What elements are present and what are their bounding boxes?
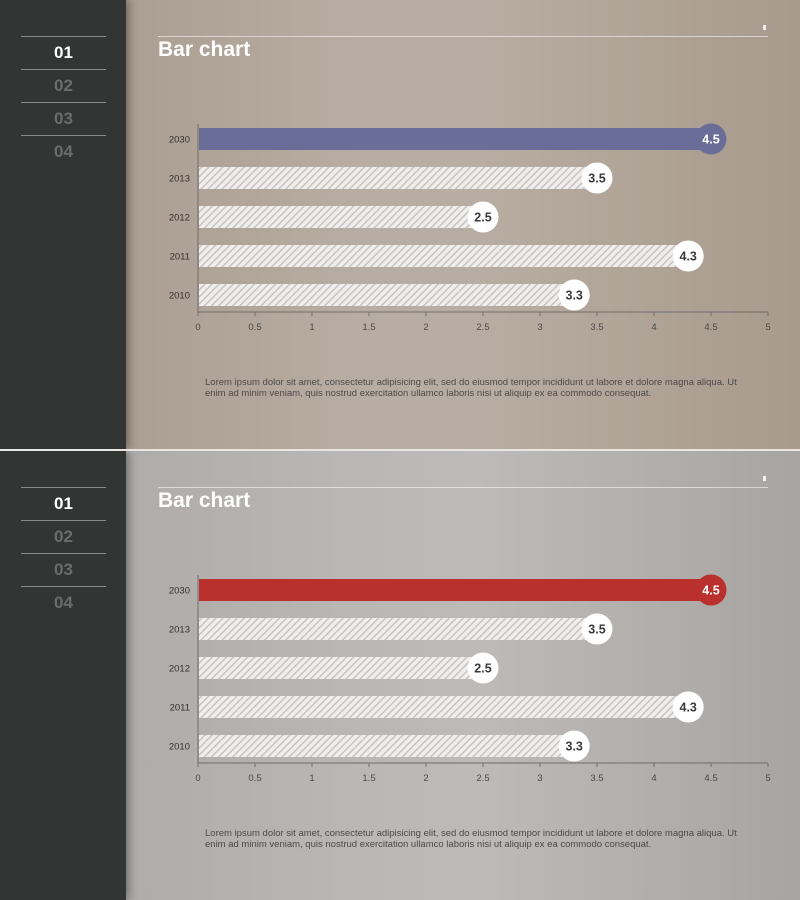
nav-item-04[interactable]: 04 <box>21 586 106 619</box>
category-label: 2030 <box>169 135 190 146</box>
data-label: 4.3 <box>680 701 697 715</box>
slide-divider <box>0 449 800 451</box>
nav-item-01[interactable]: 01 <box>21 36 106 69</box>
data-label: 2.5 <box>474 211 491 225</box>
value-bubble <box>558 730 590 762</box>
x-tick-label: 4.5 <box>704 773 717 784</box>
page-marker <box>763 476 766 481</box>
value-bubble <box>467 201 499 233</box>
x-tick-label: 1 <box>309 773 314 784</box>
category-label: 2010 <box>169 742 190 753</box>
nav-item-03[interactable]: 03 <box>21 553 106 586</box>
data-label: 3.5 <box>588 172 605 186</box>
page-marker <box>763 25 766 30</box>
category-label: 2011 <box>170 252 190 263</box>
nav-item-03[interactable]: 03 <box>21 102 106 135</box>
x-tick-label: 1.5 <box>362 773 375 784</box>
value-bubble <box>467 652 499 684</box>
x-tick-label: 2.5 <box>476 773 489 784</box>
x-tick-label: 0.5 <box>248 773 261 784</box>
category-label: 2012 <box>169 664 190 675</box>
x-tick-label: 2 <box>423 773 428 784</box>
value-bubble <box>695 574 727 606</box>
data-label: 3.3 <box>566 740 583 754</box>
category-label: 2011 <box>170 703 190 714</box>
x-tick-label: 0.5 <box>248 322 261 333</box>
x-tick-label: 5 <box>765 322 770 333</box>
x-tick-label: 0 <box>195 322 200 333</box>
x-tick-label: 4.5 <box>704 322 717 333</box>
chart-title: Bar chart <box>158 38 251 61</box>
nav-item-02[interactable]: 02 <box>21 69 106 102</box>
bar <box>199 696 690 718</box>
bar <box>199 245 690 267</box>
x-tick-label: 1 <box>309 322 314 333</box>
data-label: 4.5 <box>702 133 719 147</box>
bar <box>199 618 598 640</box>
bar-highlight <box>199 579 712 601</box>
x-tick-label: 2 <box>423 322 428 333</box>
x-tick-label: 3.5 <box>590 322 603 333</box>
x-tick-label: 1.5 <box>362 322 375 333</box>
bar <box>199 206 484 228</box>
category-label: 2013 <box>169 174 190 185</box>
bar <box>199 735 576 757</box>
value-bubble <box>695 123 727 155</box>
bar-chart: 0 0.5 1 1.5 2 2.5 3 3.5 4 4.5 5 2030 4.5 2013 3.5 2012 2… <box>169 574 771 784</box>
caption-text: Lorem ipsum dolor sit amet, consectetur … <box>205 377 737 399</box>
header-rule <box>158 487 768 488</box>
bar-chart: 0 0.5 1 1.5 2 2.5 3 3.5 4 4.5 5 2030 4.5 2013 3.5 2012 2… <box>169 123 771 333</box>
x-tick-label: 3.5 <box>590 773 603 784</box>
bar <box>199 167 598 189</box>
value-bubble <box>558 279 590 311</box>
x-tick-label: 4 <box>651 773 656 784</box>
data-label: 3.5 <box>588 623 605 637</box>
caption-text: Lorem ipsum dolor sit amet, consectetur … <box>205 828 737 850</box>
x-tick-label: 5 <box>765 773 770 784</box>
data-label: 4.5 <box>702 584 719 598</box>
slide-nav: 01 02 03 04 <box>21 487 106 619</box>
data-label: 3.3 <box>566 289 583 303</box>
header-rule <box>158 36 768 37</box>
slide-2: 01 02 03 04 Bar chart 0 0.5 1 1.5 2 2.5 3 3.5 4 4… <box>0 451 800 900</box>
value-bubble <box>581 162 613 194</box>
category-label: 2010 <box>169 291 190 302</box>
value-bubble <box>672 240 704 272</box>
nav-item-04[interactable]: 04 <box>21 135 106 168</box>
value-bubble <box>581 613 613 645</box>
data-label: 2.5 <box>474 662 491 676</box>
data-label: 4.3 <box>680 250 697 264</box>
sidebar: 01 02 03 04 <box>0 451 126 900</box>
x-tick-label: 2.5 <box>476 322 489 333</box>
chart-title: Bar chart <box>158 489 251 512</box>
value-bubble <box>672 691 704 723</box>
bar-highlight <box>199 128 712 150</box>
category-label: 2030 <box>169 586 190 597</box>
bar <box>199 657 484 679</box>
sidebar: 01 02 03 04 <box>0 0 126 449</box>
slide-nav: 01 02 03 04 <box>21 36 106 168</box>
x-tick-label: 4 <box>651 322 656 333</box>
x-tick-label: 3 <box>537 773 542 784</box>
x-tick-label: 3 <box>537 322 542 333</box>
category-label: 2013 <box>169 625 190 636</box>
slide-1: 01 02 03 04 Bar chart 0 0.5 1 1.5 2 2.5 3 3.5 4 4… <box>0 0 800 449</box>
bar <box>199 284 576 306</box>
category-label: 2012 <box>169 213 190 224</box>
nav-item-02[interactable]: 02 <box>21 520 106 553</box>
x-tick-label: 0 <box>195 773 200 784</box>
nav-item-01[interactable]: 01 <box>21 487 106 520</box>
